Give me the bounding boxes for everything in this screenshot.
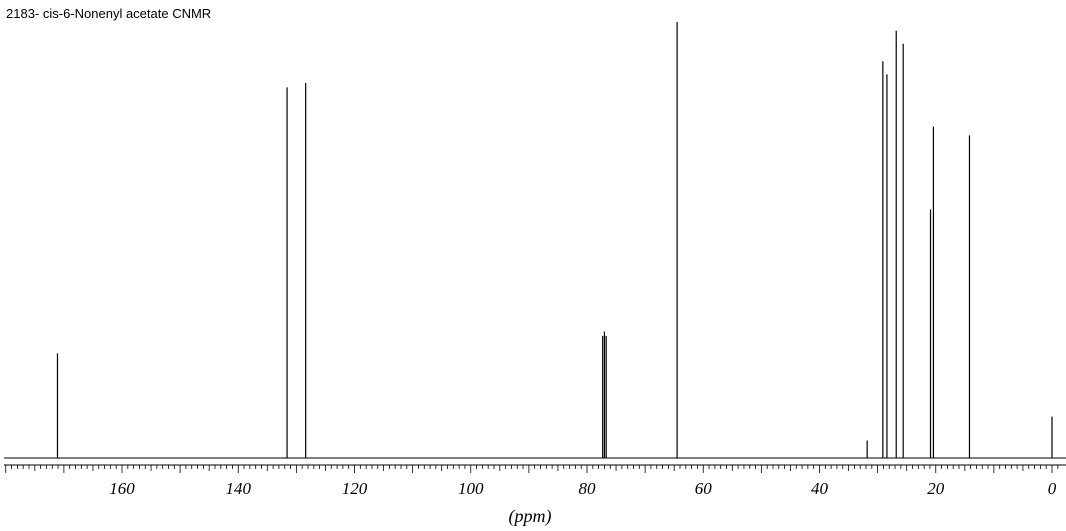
chart-title: 2183- cis-6-Nonenyl acetate CNMR (6, 6, 212, 21)
spectrum-peaks (56, 22, 1053, 458)
x-tick-label: 60 (695, 479, 713, 498)
x-tick-label: 120 (342, 479, 368, 498)
x-tick-label: 0 (1048, 479, 1057, 498)
x-tick-label: 100 (458, 479, 484, 498)
x-axis-title: (ppm) (509, 506, 552, 527)
x-tick-label: 160 (109, 479, 135, 498)
x-tick-label: 80 (579, 479, 597, 498)
x-axis: 160 140 120 100 80 60 40 20 0 (4, 464, 1066, 498)
x-tick-label: 140 (226, 479, 252, 498)
x-tick-label: 40 (811, 479, 829, 498)
x-tick-label: 20 (927, 479, 945, 498)
